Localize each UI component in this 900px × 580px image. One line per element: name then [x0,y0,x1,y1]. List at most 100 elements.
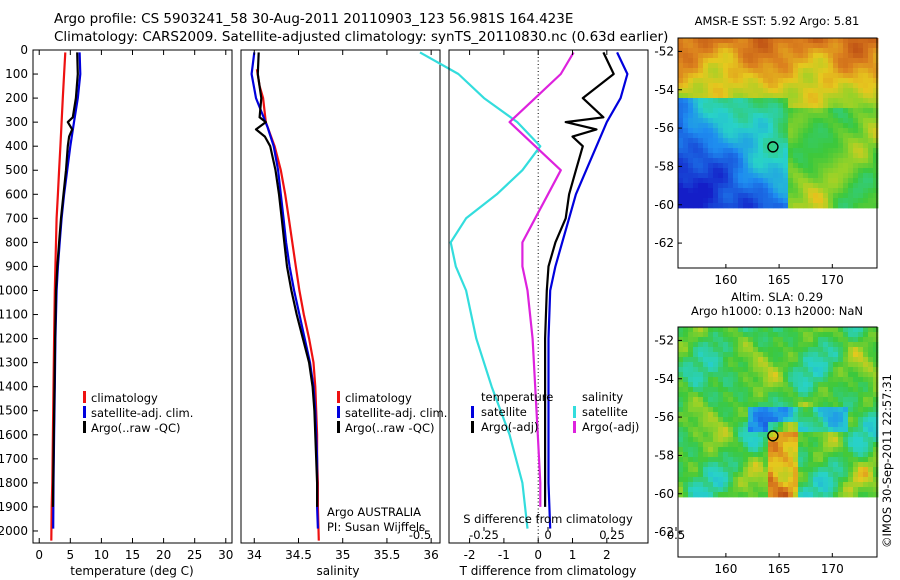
map-cell [868,123,874,129]
map-cell [708,183,714,189]
map-cell [763,103,769,109]
map-cell [798,337,804,343]
map-cell [693,88,699,94]
map-cell [688,58,694,64]
map-cell [758,133,764,139]
map-cell [748,432,754,438]
map-cell [703,417,709,423]
map-cell [843,342,849,348]
map-cell [808,158,814,164]
map-cell [698,402,704,408]
map-cell [738,367,744,373]
map-cell [843,38,849,44]
map-cell [843,412,849,418]
map-cell [773,342,779,348]
map-cell [708,163,714,169]
map-cell [768,427,774,433]
map-cell [783,457,789,463]
map-cell [808,347,814,353]
map-cell [778,472,784,478]
map-cell [773,63,779,69]
map-cell [738,407,744,413]
map-cell [753,487,759,493]
map-cell [698,417,704,423]
map-cell [703,163,709,169]
map-cell [768,203,774,209]
map-cell [753,347,759,353]
map-cell [863,392,869,398]
map-cell [803,362,809,368]
map-cell [698,198,704,204]
map-cell [743,188,749,194]
map-cell [708,133,714,139]
map-cell [703,108,709,114]
map-cell [778,188,784,194]
map-cell [868,367,874,373]
map-cell [748,73,754,79]
map-cell [773,487,779,493]
map-cell [763,377,769,383]
map-cell [773,392,779,398]
map-cell [753,377,759,383]
map-cell [693,133,699,139]
map-cell [818,357,824,363]
map-cell [723,402,729,408]
map-cell [763,78,769,84]
map-cell [848,113,854,119]
map-cell [848,437,854,443]
map-cell [678,143,684,149]
map-cell [848,452,854,458]
map-cell [768,467,774,473]
map-cell [828,43,834,49]
map-cell [788,203,794,209]
y-tick-label: 100 [5,67,28,81]
map-cell [833,327,839,333]
map-cell [783,78,789,84]
map-cell [778,432,784,438]
map-cell [733,158,739,164]
map-cell [863,422,869,428]
map-cell [778,437,784,443]
map-cell [828,397,834,403]
map-cell [798,173,804,179]
map-cell [713,123,719,129]
map-cell [748,492,754,498]
map-cell [733,437,739,443]
map-cell [788,417,794,423]
map-cell [823,173,829,179]
map-cell [703,168,709,174]
map-cell [778,58,784,64]
map-cell [718,342,724,348]
map-cell [748,362,754,368]
map-cell [748,477,754,483]
map-cell [798,178,804,184]
map-cell [768,38,774,44]
map-cell [743,447,749,453]
map-cell [738,43,744,49]
map-cell [718,148,724,154]
x-tick-label: 34.5 [285,548,312,562]
map-cell [718,173,724,179]
map-cell [853,377,859,383]
map-cell [818,178,824,184]
map-cell [873,432,879,438]
map-cell [723,178,729,184]
map-cell [763,417,769,423]
map-cell [823,372,829,378]
map-cell [813,178,819,184]
map-cell [798,492,804,498]
map-cell [833,153,839,159]
map-cell [718,327,724,333]
map-y-tick-label: -60 [654,487,674,501]
map-cell [828,198,834,204]
map-cell [868,73,874,79]
map-cell [718,73,724,79]
map-cell [693,193,699,199]
map-cell [748,98,754,104]
map-cell [838,123,844,129]
map-cell [743,193,749,199]
map-cell [783,477,789,483]
map-cell [723,437,729,443]
map-cell [778,63,784,69]
map-cell [773,422,779,428]
